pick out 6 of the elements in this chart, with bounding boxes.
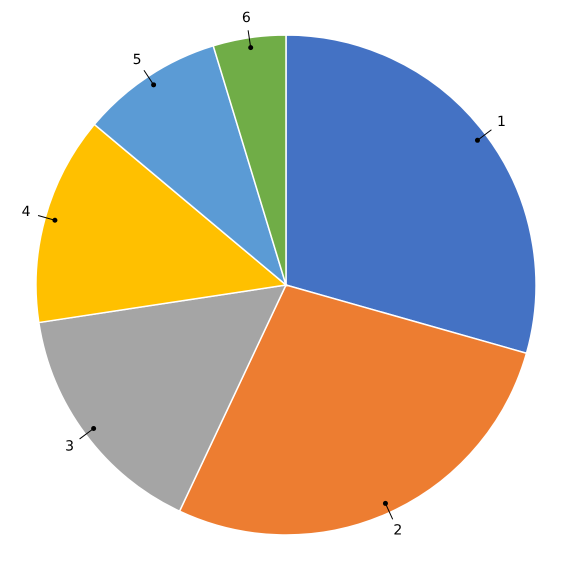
slice-label: 6 <box>242 10 251 26</box>
slice-label: 5 <box>132 52 142 68</box>
slice-label: 2 <box>393 522 402 539</box>
slice-label: 4 <box>22 204 31 220</box>
slice-label: 1 <box>496 114 506 130</box>
slice-label: 3 <box>65 438 74 454</box>
